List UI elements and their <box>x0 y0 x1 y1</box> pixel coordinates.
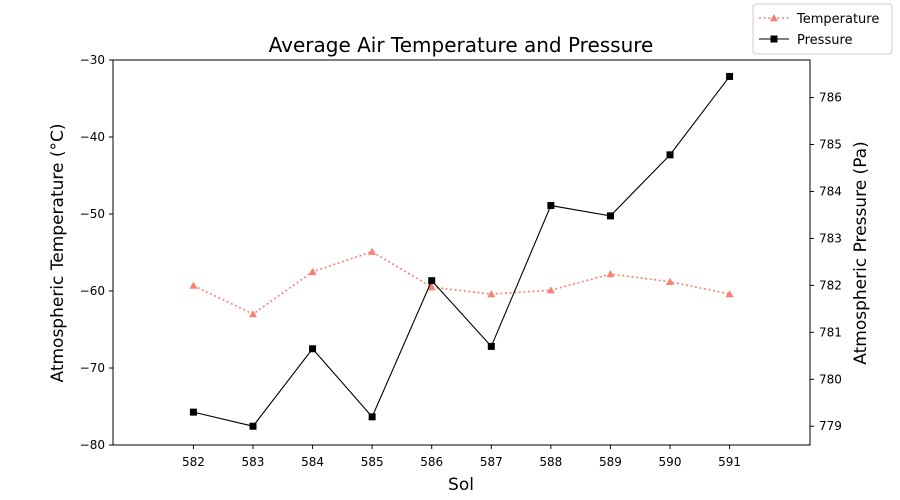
temperature-point <box>606 270 615 278</box>
x-tick-label: 583 <box>242 455 265 469</box>
pressure-point <box>428 277 436 285</box>
y-left-tick-label: −80 <box>80 438 105 452</box>
chart-title: Average Air Temperature and Pressure <box>269 33 654 57</box>
plot-frame <box>112 59 811 446</box>
x-tick-label: 584 <box>301 455 324 469</box>
temperature-point <box>487 290 496 298</box>
y-axis-left-label: Atmospheric Temperature (°C) <box>48 123 68 382</box>
pressure-point <box>726 72 734 80</box>
pressure-point <box>606 212 614 220</box>
pressure-point <box>189 408 197 416</box>
temperature-point <box>248 310 257 318</box>
y-right-tick-label: 781 <box>819 325 842 339</box>
temperature-point <box>368 247 377 255</box>
x-tick-label: 590 <box>659 455 682 469</box>
x-tick-label: 586 <box>420 455 443 469</box>
x-axis-label: Sol <box>448 475 474 495</box>
y-left-tick-label: −70 <box>80 361 105 375</box>
legend: Temperature Pressure <box>752 3 893 55</box>
temperature-point <box>725 290 734 298</box>
pressure-point <box>547 202 555 210</box>
temperature-point <box>189 281 198 289</box>
y-right-tick-label: 785 <box>819 138 842 152</box>
legend-box <box>752 3 893 55</box>
y-left-tick-label: −40 <box>80 130 105 144</box>
y-right-tick-label: 783 <box>819 231 842 245</box>
pressure-point <box>368 413 376 421</box>
pressure-point <box>666 151 674 159</box>
pressure-point <box>249 422 257 430</box>
legend-pressure-label: Pressure <box>797 33 853 48</box>
x-tick-label: 588 <box>539 455 562 469</box>
temperature-point <box>427 283 436 291</box>
pressure-point <box>487 342 495 350</box>
x-tick-label: 587 <box>480 455 503 469</box>
temperature-point <box>308 267 317 275</box>
y-right-tick-label: 780 <box>819 372 842 386</box>
y-right-tick-label: 786 <box>819 91 842 105</box>
legend-pressure-marker <box>770 35 778 43</box>
y-right-tick-label: 779 <box>819 419 842 433</box>
x-tick-label: 589 <box>599 455 622 469</box>
x-tick-label: 591 <box>718 455 741 469</box>
y-left-tick-label: −50 <box>80 207 105 221</box>
pressure-point <box>309 345 317 353</box>
x-tick-label: 582 <box>182 455 205 469</box>
plot-area: 582 583 584 585 586 587 588 589 590 591 −80 −70 −60 −… <box>80 53 842 469</box>
x-tick-label: 585 <box>361 455 384 469</box>
pressure-series-line <box>193 76 731 427</box>
temperature-point <box>546 286 555 294</box>
y-left-tick-label: −60 <box>80 284 105 298</box>
y-right-tick-label: 782 <box>819 278 842 292</box>
temperature-point <box>666 277 675 285</box>
y-right-tick-label: 784 <box>819 184 842 198</box>
temperature-series-line <box>193 250 730 316</box>
y-axis-right-label: Atmospheric Pressure (Pa) <box>851 141 871 364</box>
legend-temperature-label: Temperature <box>796 12 879 27</box>
y-left-tick-label: −30 <box>80 53 105 67</box>
legend-temperature-marker <box>770 14 778 22</box>
